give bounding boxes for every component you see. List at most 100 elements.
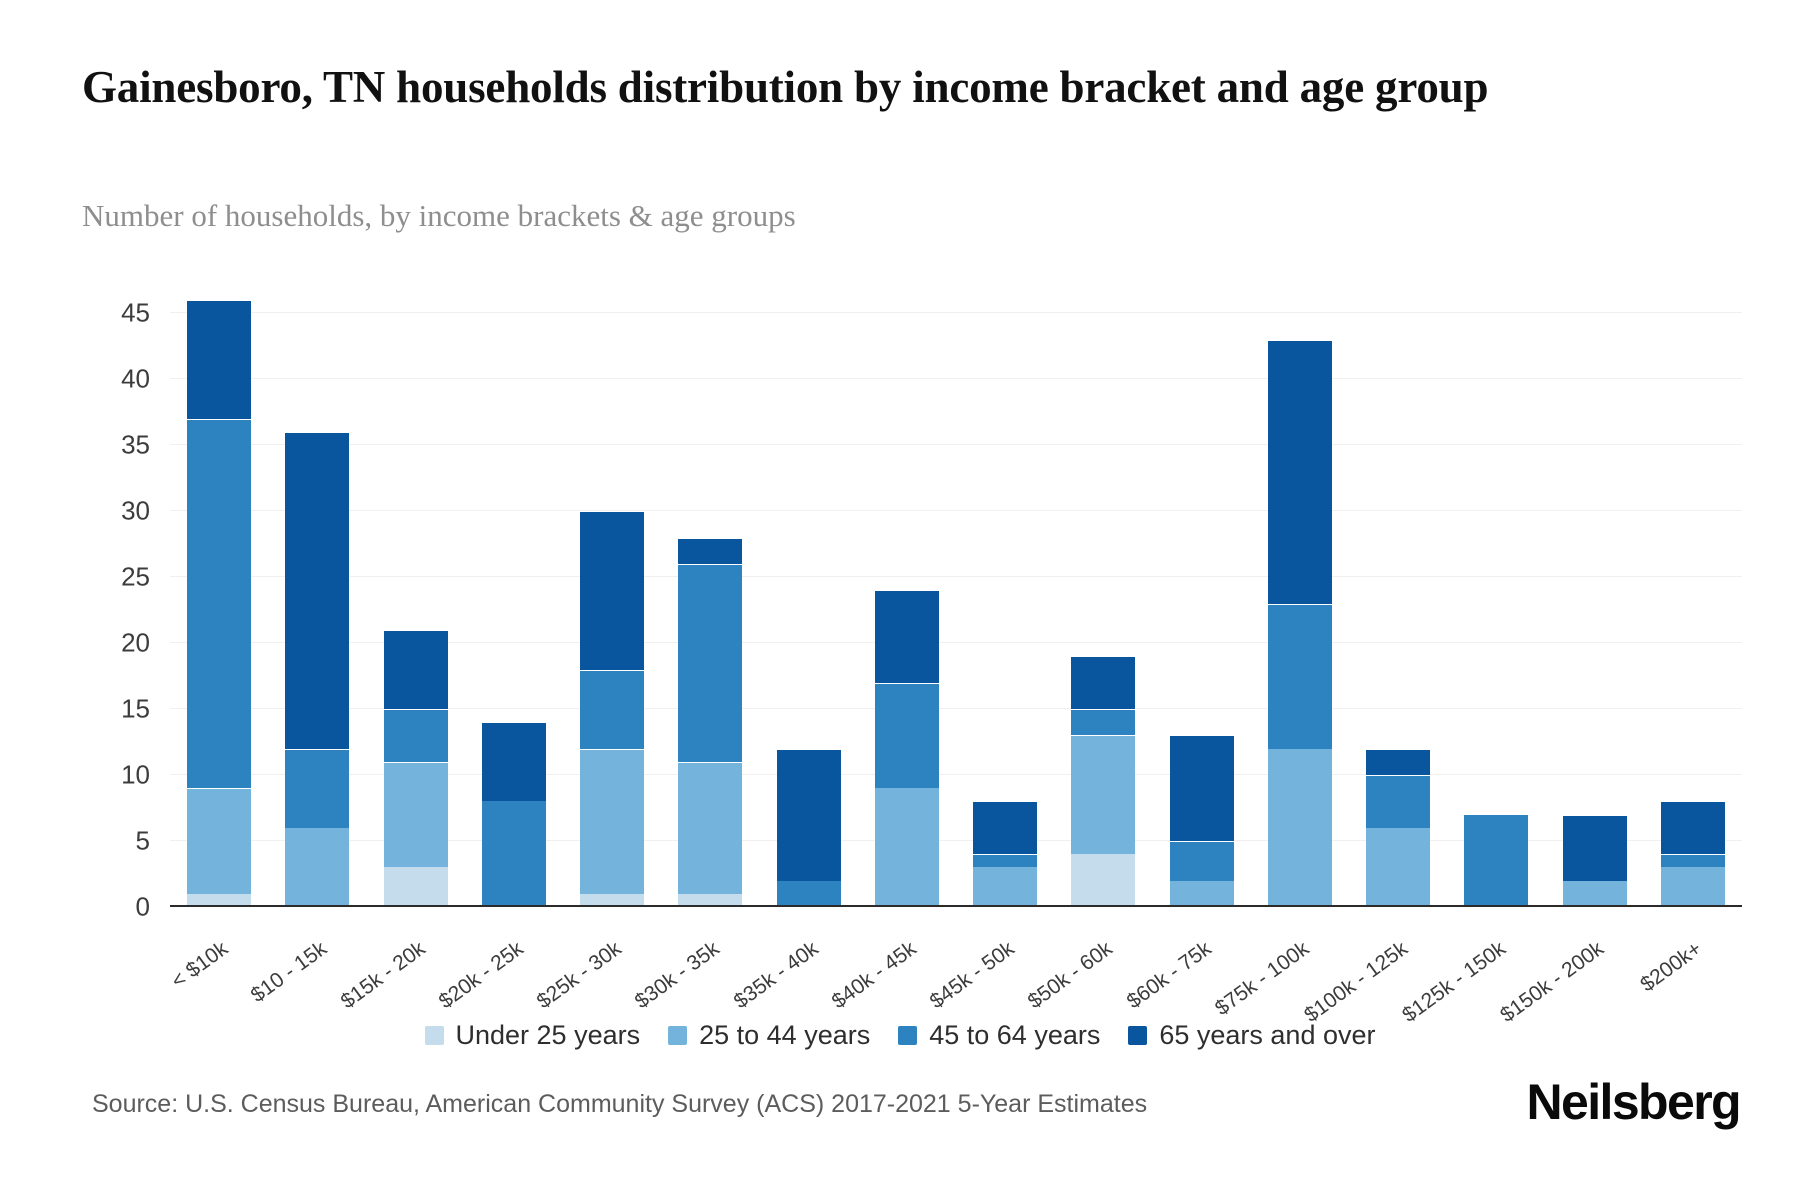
bar-stack[interactable] [383,629,448,907]
bar-segment[interactable] [874,788,939,907]
bar-stack[interactable] [1562,814,1627,907]
bar-segment[interactable] [580,893,645,907]
bar-column[interactable] [661,300,759,907]
bar-stack[interactable] [1464,814,1529,907]
bar-column[interactable] [956,300,1054,907]
bar-segment[interactable] [187,300,252,419]
bar-segment[interactable] [1267,748,1332,907]
bar-column[interactable] [1546,300,1644,907]
gridline [170,444,1742,446]
bar-segment[interactable] [481,722,546,802]
legend-label: 45 to 64 years [929,1020,1101,1050]
bar-column[interactable] [1251,300,1349,907]
bar-column[interactable] [1447,300,1545,907]
x-axis-tick-label: $75k - 100k [1211,937,1314,1021]
bar-segment[interactable] [874,682,939,789]
bar-segment[interactable] [1562,880,1627,907]
bar-stack[interactable] [1267,339,1332,907]
legend-swatch-icon [668,1026,688,1045]
bar-segment[interactable] [187,418,252,789]
bar-segment[interactable] [1071,656,1136,710]
bar-stack[interactable] [1660,801,1725,907]
bar-segment[interactable] [187,788,252,894]
bar-stack[interactable] [1169,735,1234,907]
bar-segment[interactable] [678,537,743,564]
bar-segment[interactable] [1366,827,1431,907]
bar-column[interactable] [1349,300,1447,907]
bar-column[interactable] [760,300,858,907]
bar-column[interactable] [170,300,268,907]
bar-segment[interactable] [1562,814,1627,881]
bar-column[interactable] [367,300,465,907]
bar-stack[interactable] [776,748,841,907]
bar-segment[interactable] [481,801,546,907]
bar-segment[interactable] [1169,880,1234,907]
bar-segment[interactable] [973,854,1038,868]
bar-column[interactable] [858,300,956,907]
bar-segment[interactable] [1464,814,1529,907]
bar-segment[interactable] [1071,854,1136,907]
bar-segment[interactable] [973,801,1038,855]
x-axis-tick-label: $45k - 50k [925,937,1019,1014]
bar-stack[interactable] [1071,656,1136,907]
bar-segment[interactable] [285,748,350,828]
legend-item[interactable]: 45 to 64 years [898,1020,1100,1051]
bar-segment[interactable] [1071,735,1136,855]
x-axis-tick-label: $25k - 30k [532,937,626,1014]
gridline [170,378,1742,380]
bar-segment[interactable] [580,748,645,894]
bar-segment[interactable] [187,893,252,907]
bar-column[interactable] [1153,300,1251,907]
bar-segment[interactable] [1169,841,1234,881]
bar-segment[interactable] [1169,735,1234,842]
bar-stack[interactable] [678,537,743,907]
bar-column[interactable] [1644,300,1742,907]
legend-item[interactable]: 65 years and over [1128,1020,1376,1051]
bar-segment[interactable] [1366,775,1431,828]
y-axis-tick-label: 30 [121,495,150,526]
bar-segment[interactable] [973,867,1038,907]
bar-stack[interactable] [481,722,546,907]
bar-column[interactable] [268,300,366,907]
bar-stack[interactable] [874,590,939,907]
x-axis-tick-label: $200k+ [1636,937,1707,997]
bar-column[interactable] [1054,300,1152,907]
bar-column[interactable] [563,300,661,907]
legend-item[interactable]: Under 25 years [424,1020,640,1051]
brand-logo: Neilsberg [1526,1074,1742,1130]
bar-segment[interactable] [1267,339,1332,604]
bar-segment[interactable] [383,761,448,868]
bar-segment[interactable] [678,893,743,907]
bar-stack[interactable] [1366,748,1431,907]
legend-swatch-icon [898,1026,918,1045]
bar-segment[interactable] [383,629,448,710]
bar-stack[interactable] [285,431,350,907]
bar-stack[interactable] [973,801,1038,907]
bar-segment[interactable] [1267,603,1332,749]
legend-label: 25 to 44 years [699,1020,871,1050]
bar-stack[interactable] [187,300,252,907]
bar-segment[interactable] [1660,801,1725,855]
bar-segment[interactable] [1660,854,1725,868]
bar-segment[interactable] [678,563,743,762]
legend-item[interactable]: 25 to 44 years [668,1020,870,1051]
bar-segment[interactable] [580,511,645,670]
gridline [170,840,1742,842]
bar-segment[interactable] [285,431,350,749]
bar-segment[interactable] [874,590,939,683]
bar-segment[interactable] [285,827,350,907]
y-axis-tick-label: 15 [121,693,150,724]
bar-segment[interactable] [580,669,645,749]
bar-segment[interactable] [1660,867,1725,907]
bar-column[interactable] [465,300,563,907]
bar-segment[interactable] [1366,748,1431,776]
bar-stack[interactable] [580,511,645,907]
bar-segment[interactable] [678,761,743,894]
bar-segment[interactable] [776,748,841,881]
bar-segment[interactable] [1071,709,1136,736]
bar-segment[interactable] [383,867,448,907]
bar-segment[interactable] [383,709,448,762]
bar-segment[interactable] [776,880,841,907]
x-axis-tick-label: $60k - 75k [1122,937,1216,1014]
